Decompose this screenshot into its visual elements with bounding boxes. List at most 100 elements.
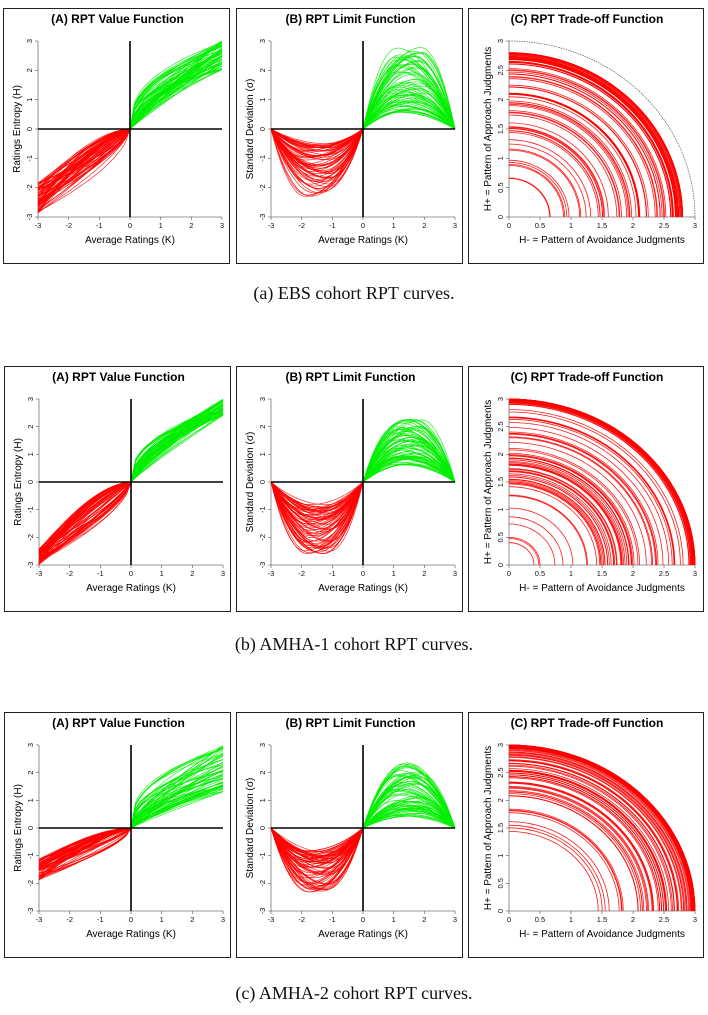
panel-title: (A) RPT Value Function [52, 716, 185, 730]
negative-curve [37, 128, 131, 186]
x-tick-label: -2 [66, 569, 73, 578]
x-tick-label: 0 [507, 915, 511, 924]
y-tick-label: -3 [25, 214, 34, 221]
outer-boundary-arc [508, 40, 696, 218]
positive-curve [362, 792, 456, 829]
positive-curve [362, 815, 456, 829]
positive-curve [129, 42, 223, 130]
negative-curve [270, 827, 364, 857]
tradeoff-arc [508, 777, 659, 912]
chart-b-tradeoff: (C) RPT Trade-off Function H- = Pattern o… [483, 370, 697, 594]
panel-limit-function: (B) RPT Limit Function Average Ratings (K… [236, 8, 463, 264]
negative-curves [270, 827, 364, 893]
positive-curve [130, 415, 224, 483]
x-axis-label: Average Ratings (K) [85, 235, 175, 246]
x-tick-label: 2 [631, 915, 635, 924]
tradeoff-arc [508, 69, 665, 218]
negative-curve [270, 481, 364, 513]
y-tick-label: -3 [26, 908, 35, 915]
negative-curve [37, 128, 131, 203]
y-tick-label: 0 [26, 826, 35, 830]
tradeoff-arc [508, 480, 604, 566]
x-tick-label: 1 [160, 569, 164, 578]
x-tick-label: 3 [453, 915, 457, 924]
y-tick-label: 3 [25, 39, 34, 43]
x-tick-label: 2 [190, 915, 194, 924]
x-tick-label: 2 [422, 221, 426, 230]
tradeoff-arc [508, 114, 618, 218]
tradeoff-arc [508, 398, 696, 566]
negative-curve [38, 481, 132, 554]
tradeoff-arc [508, 776, 661, 912]
x-tick-label: 3 [693, 221, 697, 230]
positive-curve [129, 69, 223, 130]
tradeoff-arc [508, 768, 669, 912]
negative-curves [270, 128, 364, 197]
y-tick-label: 3 [26, 397, 35, 401]
negative-curve [38, 827, 132, 871]
y-tick-label: 1 [258, 452, 267, 456]
y-tick-label: 2 [496, 798, 505, 802]
negative-curve [38, 481, 132, 553]
x-tick-label: -1 [329, 569, 336, 578]
y-tick-label: 1 [496, 854, 505, 858]
tradeoff-arc [508, 538, 540, 566]
positive-curves [362, 418, 456, 483]
tradeoff-arc [508, 537, 541, 566]
panel-title: (B) RPT Limit Function [286, 370, 416, 384]
negative-curve [37, 128, 131, 213]
tradeoff-arc [508, 471, 615, 566]
positive-curve [362, 789, 456, 829]
x-tick-label: 0 [361, 221, 365, 230]
y-tick-label: 3 [496, 743, 505, 747]
x-tick-label: -1 [329, 221, 336, 230]
positive-curve [130, 750, 224, 829]
tradeoff-arc [508, 111, 621, 218]
x-tick-label: 3 [221, 915, 225, 924]
y-tick-label: 0 [496, 215, 505, 219]
x-tick-label: 1.5 [597, 915, 607, 924]
tradeoff-arc [508, 409, 684, 566]
y-tick-label: -2 [26, 534, 35, 541]
y-tick-label: 3 [496, 39, 505, 43]
negative-curve [270, 128, 364, 183]
negative-curve [38, 827, 132, 876]
positive-curve [362, 63, 456, 130]
tradeoff-arc [508, 126, 605, 218]
tradeoff-arc [508, 132, 599, 218]
positive-curve [362, 456, 456, 483]
y-tick-label: 0.5 [496, 532, 505, 542]
negative-curve [37, 128, 131, 194]
tradeoff-arc [508, 753, 686, 912]
caption-a: (a) EBS cohort RPT curves. [253, 283, 455, 303]
tradeoff-arc [508, 760, 679, 912]
tradeoff-arc [508, 148, 582, 218]
y-tick-label: -1 [26, 506, 35, 513]
positive-curve [362, 83, 456, 130]
negative-curve [270, 481, 364, 509]
x-tick-label: -3 [268, 221, 275, 230]
positive-curve [130, 407, 224, 483]
y-tick-label: 0 [25, 127, 34, 131]
tradeoff-arc [508, 57, 678, 218]
panel-limit-function: (B) RPT Limit Function Average Ratings (K… [236, 366, 463, 612]
panel-limit-function: (B) RPT Limit Function Average Ratings (K… [236, 712, 463, 958]
tradeoff-arc [508, 112, 620, 218]
negative-curve [270, 481, 364, 554]
x-tick-label: 1 [569, 915, 573, 924]
positive-curve [129, 44, 223, 130]
tradeoff-arc [508, 139, 592, 218]
panel-title: (A) RPT Value Function [52, 370, 185, 384]
positive-curve [129, 42, 223, 130]
tradeoff-arc [508, 786, 648, 912]
y-tick-label: -2 [258, 880, 267, 887]
positive-curve [130, 774, 224, 829]
negative-curves [38, 481, 132, 565]
x-tick-label: 1 [160, 915, 164, 924]
tradeoff-arc [508, 756, 683, 912]
negative-curve [270, 128, 364, 187]
negative-curve [270, 481, 364, 522]
x-tick-label: 0 [361, 569, 365, 578]
tradeoff-arc [508, 401, 693, 566]
y-tick-label: 1.5 [496, 823, 505, 833]
